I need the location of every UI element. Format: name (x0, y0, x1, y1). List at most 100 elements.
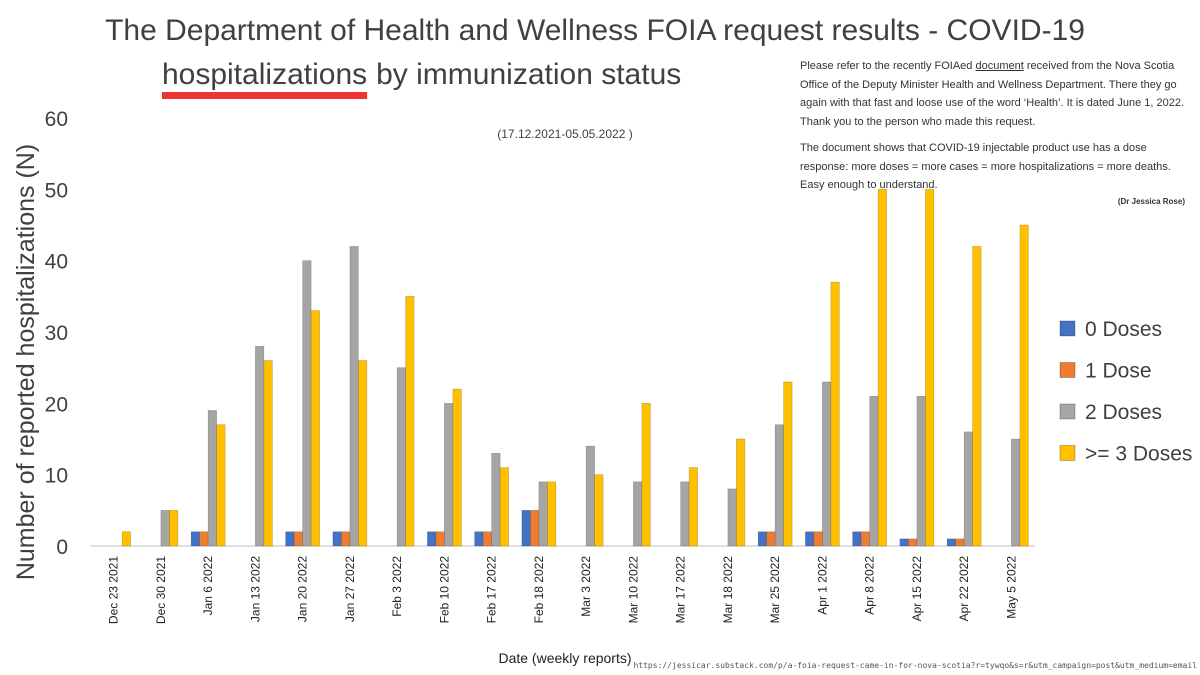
bar (207, 410, 217, 547)
x-tick-label: Apr 15 2022 (910, 556, 924, 622)
x-tick-label: Jan 6 2022 (201, 556, 215, 616)
y-tick-label: 60 (45, 108, 68, 131)
x-tick-label: May 5 2022 (1004, 556, 1018, 619)
bar (783, 381, 793, 547)
y-tick-label: 50 (45, 179, 68, 202)
bar (925, 189, 935, 547)
x-tick-label: Feb 18 2022 (532, 556, 546, 624)
bar (452, 388, 462, 547)
note-paragraph: The document shows that COVID-19 injecta… (800, 139, 1195, 195)
bar (332, 531, 342, 547)
note-text: document (975, 60, 1024, 72)
bar (908, 538, 918, 547)
bar (766, 531, 776, 547)
y-tick-label: 10 (45, 465, 68, 488)
x-tick-label: Dec 30 2021 (154, 556, 168, 624)
bar (680, 481, 690, 547)
bar (852, 531, 862, 547)
legend-label: >= 3 Doses (1085, 443, 1192, 466)
bar (435, 531, 445, 547)
x-axis-label: Date (weekly reports) (498, 650, 631, 666)
bar (263, 360, 273, 547)
bar (341, 531, 351, 547)
x-tick-label: Feb 3 2022 (390, 556, 404, 617)
note-text: The document shows that COVID-19 injecta… (800, 142, 1171, 191)
bar (946, 538, 956, 547)
bar (396, 367, 406, 547)
bar (216, 424, 226, 547)
bar (899, 538, 909, 547)
bar (358, 360, 368, 547)
bar (310, 310, 320, 547)
source-url: https://jessicar.substack.com/p/a-foia-r… (633, 661, 1197, 670)
x-tick-label: Mar 18 2022 (721, 556, 735, 624)
bar (757, 531, 767, 547)
bar (869, 395, 879, 547)
legend-label: 1 Dose (1085, 360, 1152, 383)
legend-swatch (1059, 362, 1076, 378)
bar (594, 474, 604, 547)
legend-swatch (1059, 445, 1076, 461)
bar (955, 538, 965, 547)
bar (633, 481, 643, 547)
chart-title: The Department of Health and Wellness FO… (105, 14, 1085, 47)
x-tick-label: Jan 13 2022 (248, 556, 262, 622)
bar (727, 488, 737, 547)
bar (530, 510, 540, 547)
note-paragraph: Please refer to the recently FOIAed docu… (800, 57, 1195, 131)
x-tick-label: Apr 1 2022 (815, 556, 829, 615)
bar (688, 467, 698, 547)
bar (491, 452, 501, 547)
title-underline (162, 92, 368, 99)
x-tick-label: Feb 10 2022 (437, 556, 451, 624)
bar (813, 531, 823, 547)
bar (641, 403, 651, 547)
chart-title: hospitalizations (162, 58, 367, 91)
x-tick-label: Jan 27 2022 (343, 556, 357, 622)
bar (499, 467, 509, 547)
bar (916, 395, 926, 547)
bar (285, 531, 295, 547)
bar (1011, 438, 1021, 547)
bar (547, 481, 557, 547)
x-tick-label: Feb 17 2022 (485, 556, 499, 624)
bar (736, 438, 746, 547)
legend-swatch (1059, 320, 1076, 337)
chart-subtitle: (17.12.2021-05.05.2022 ) (497, 127, 632, 141)
note-text: Please refer to the recently FOIAed (800, 60, 976, 72)
bar (160, 510, 170, 547)
note-text: received from the Nova Scotia Office of … (800, 60, 1185, 128)
bar (538, 481, 548, 547)
chart-title: by immunization status (376, 58, 681, 91)
bar (293, 531, 303, 547)
bar (474, 531, 484, 547)
bar (830, 281, 840, 547)
x-tick-label: Apr 22 2022 (957, 556, 971, 622)
y-tick-label: 20 (45, 393, 68, 416)
bar (877, 189, 887, 547)
bar (444, 403, 454, 547)
bar (190, 531, 200, 547)
bar (963, 431, 973, 547)
y-axis-label: Number of reported hospitalizations (N) (12, 144, 40, 580)
x-tick-label: Apr 8 2022 (863, 556, 877, 615)
bar (302, 260, 312, 547)
x-tick-label: Mar 3 2022 (579, 556, 593, 617)
bar (255, 345, 265, 547)
x-tick-label: Mar 25 2022 (768, 556, 782, 624)
legend-swatch (1059, 403, 1076, 420)
bar (405, 296, 415, 547)
bar (774, 424, 784, 547)
bar (169, 510, 179, 547)
bar (860, 531, 870, 547)
legend-label: 2 Doses (1085, 401, 1162, 424)
note-author: (Dr Jessica Rose) (1117, 196, 1185, 206)
bar (585, 445, 595, 547)
bar (121, 531, 131, 547)
bar (972, 246, 982, 547)
x-tick-label: Jan 20 2022 (296, 556, 310, 622)
y-tick-label: 0 (56, 536, 68, 559)
note: Please refer to the recently FOIAed docu… (800, 57, 1195, 207)
